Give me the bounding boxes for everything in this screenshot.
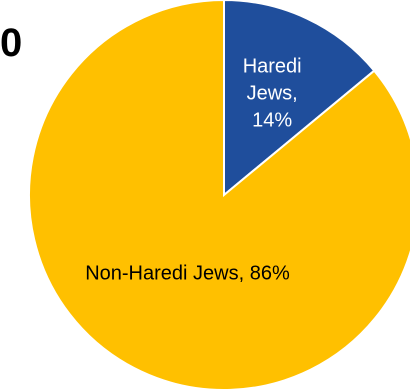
slices-layer xyxy=(28,0,410,391)
slice-label-line: Jews, xyxy=(247,83,298,105)
slice-label-line: Haredi xyxy=(243,56,302,78)
slice-label-line: 14% xyxy=(252,110,292,132)
pie-slice-non-haredi-jews xyxy=(28,0,410,391)
pie-slice-haredi-jews xyxy=(223,0,376,198)
slice-label-non-haredi-jews: Non-Haredi Jews, 86% xyxy=(85,263,290,285)
slice-label-line: Non-Haredi Jews, 86% xyxy=(85,263,290,285)
slice-label-haredi-jews: Haredi Jews, 14% xyxy=(243,56,302,132)
labels-layer: Haredi Jews, 14% Non-Haredi Jews, 86% xyxy=(85,56,301,285)
chart-title: 0 xyxy=(0,21,22,65)
